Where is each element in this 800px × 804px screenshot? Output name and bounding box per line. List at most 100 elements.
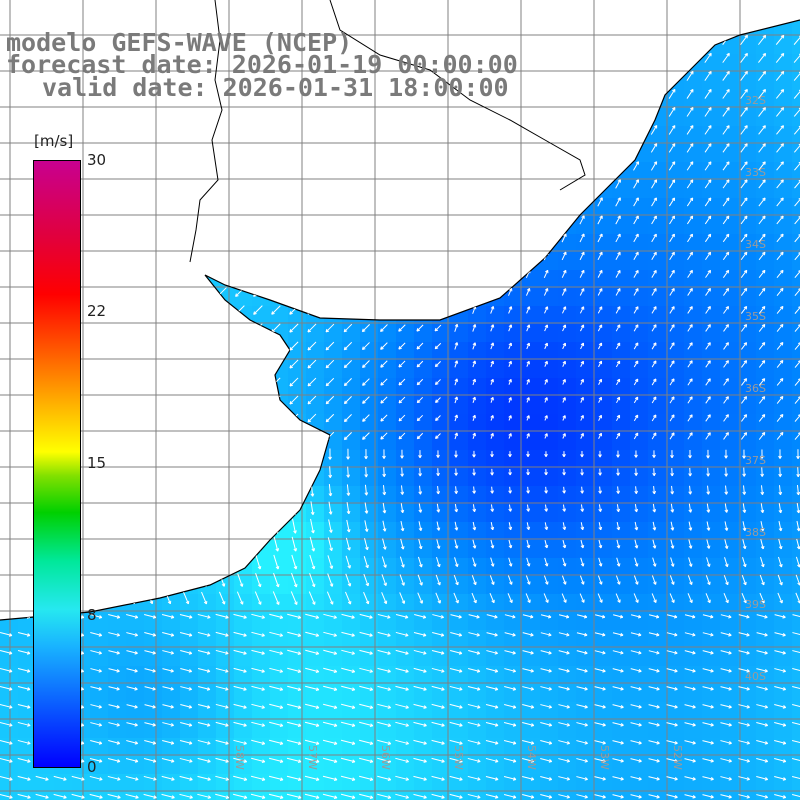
wind-arrow [379, 35, 389, 45]
wind-arrow [254, 414, 262, 422]
wind-arrow [544, 71, 549, 82]
wind-arrow [127, 215, 136, 224]
wind-arrow [166, 574, 171, 586]
wind-arrow [20, 144, 29, 153]
wind-arrow [20, 234, 28, 242]
wind-arrow [398, 144, 407, 153]
wind-arrow [239, 466, 242, 479]
wind-arrow [2, 126, 11, 135]
wind-arrow [544, 179, 548, 188]
wind-arrow [20, 252, 28, 260]
wind-arrow [308, 306, 316, 314]
wind-arrow [311, 448, 314, 460]
wind-arrow [5, 520, 8, 531]
wind-arrow [149, 466, 152, 478]
wind-arrow [491, 288, 494, 296]
wind-arrow [110, 252, 119, 261]
wind-arrow [325, 125, 335, 135]
wind-arrow [651, 89, 657, 98]
wind-arrow [289, 179, 299, 189]
wind-arrow [253, 161, 263, 171]
wind-arrow [145, 215, 154, 224]
wind-arrow [544, 161, 549, 171]
wind-arrow [182, 378, 191, 387]
wind-arrow [562, 35, 567, 46]
wind-arrow [235, 125, 245, 135]
wind-arrow [434, 108, 443, 117]
wind-arrow [580, 198, 584, 207]
wind-arrow [253, 179, 263, 189]
wind-arrow [362, 288, 370, 296]
wind-arrow [434, 126, 443, 135]
wind-arrow [94, 556, 98, 568]
wind-arrow [454, 160, 458, 171]
wind-arrow [92, 396, 100, 404]
wind-arrow [146, 378, 155, 387]
wind-arrow [236, 432, 245, 441]
wind-arrow [200, 378, 209, 387]
wind-arrow [236, 324, 245, 333]
wind-arrow [380, 252, 388, 260]
wind-arrow [380, 270, 388, 278]
wind-arrow [362, 198, 371, 207]
wind-arrow [236, 414, 245, 423]
wind-arrow [544, 234, 548, 242]
lat-label: 33S [745, 166, 766, 179]
wind-arrow [325, 197, 334, 206]
wind-arrow [454, 233, 458, 243]
wind-arrow [398, 288, 405, 295]
wind-arrow [92, 342, 100, 350]
wind-arrow [290, 414, 298, 422]
wind-arrow [434, 162, 442, 170]
wind-arrow [4, 592, 9, 603]
wind-arrow [289, 125, 299, 135]
wind-arrow [127, 161, 137, 171]
wind-arrow [308, 252, 317, 261]
wind-arrow [127, 107, 137, 117]
wind-arrow [289, 215, 298, 224]
colorbar-tick-0: 0 [87, 758, 97, 776]
wind-arrow [490, 233, 494, 242]
wind-arrow [2, 414, 9, 421]
wind-arrow [343, 179, 352, 188]
wind-arrow [5, 467, 8, 478]
wind-arrow [598, 125, 603, 134]
wind-arrow [398, 162, 407, 171]
wind-arrow [526, 143, 531, 153]
wind-arrow [217, 161, 227, 171]
wind-arrow [362, 216, 371, 225]
wind-arrow [148, 538, 152, 550]
wind-arrow [239, 483, 242, 496]
wind-arrow [490, 252, 494, 261]
wind-arrow [307, 197, 316, 206]
wind-arrow [454, 197, 458, 207]
wind-arrow [185, 502, 188, 515]
wind-arrow [579, 53, 584, 63]
wind-arrow [20, 288, 28, 296]
wind-arrow [235, 197, 245, 207]
wind-arrow [669, 71, 675, 80]
wind-arrow [217, 269, 226, 278]
wind-arrow [146, 342, 155, 351]
wind-arrow [580, 125, 585, 135]
wind-arrow [311, 466, 314, 478]
wind-arrow [416, 198, 424, 206]
wind-arrow [112, 574, 117, 586]
wind-arrow [544, 197, 548, 206]
wind-arrow [272, 414, 280, 422]
wind-arrow [490, 179, 494, 189]
wind-arrow [184, 574, 189, 586]
wind-arrow [271, 143, 281, 153]
wind-arrow [490, 270, 494, 278]
wind-arrow [185, 520, 188, 533]
wind-arrow [380, 288, 387, 295]
wind-arrow [239, 448, 242, 460]
wind-arrow [166, 538, 170, 550]
wind-arrow [669, 53, 675, 62]
wind-arrow [454, 215, 458, 225]
wind-arrow [397, 125, 406, 134]
wind-arrow [526, 89, 531, 100]
wind-arrow [199, 107, 209, 117]
wind-arrow [221, 484, 224, 497]
wind-arrow [562, 53, 567, 63]
